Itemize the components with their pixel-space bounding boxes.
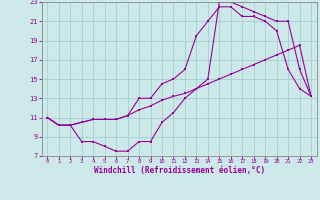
X-axis label: Windchill (Refroidissement éolien,°C): Windchill (Refroidissement éolien,°C) — [94, 166, 265, 175]
